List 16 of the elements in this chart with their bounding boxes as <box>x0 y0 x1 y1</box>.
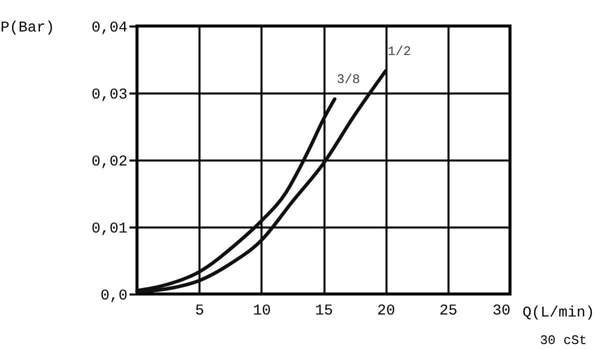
x-tick-label: 25 <box>439 302 458 320</box>
x-tick-label: 20 <box>377 302 396 320</box>
y-tick-label: 0,0 <box>100 288 128 304</box>
x-tick-label: 30 <box>492 302 510 320</box>
y-tick-label: 0,02 <box>91 154 128 170</box>
text: 30 cSt <box>540 333 587 348</box>
y-tick-label: 0,01 <box>91 220 128 238</box>
series-label: 3/8 <box>336 72 360 88</box>
x-tick-label: 5 <box>195 302 204 320</box>
y-tick-label: 0,04 <box>91 20 128 36</box>
y-axis-title: P(Bar) <box>0 20 55 36</box>
x-tick-label: 15 <box>314 302 334 320</box>
series-label: 1/2 <box>388 44 412 59</box>
x-tick-label: 10 <box>252 302 271 320</box>
y-tick-label: 0,03 <box>91 86 128 104</box>
x-axis-title: Q(L/min) <box>522 304 595 322</box>
